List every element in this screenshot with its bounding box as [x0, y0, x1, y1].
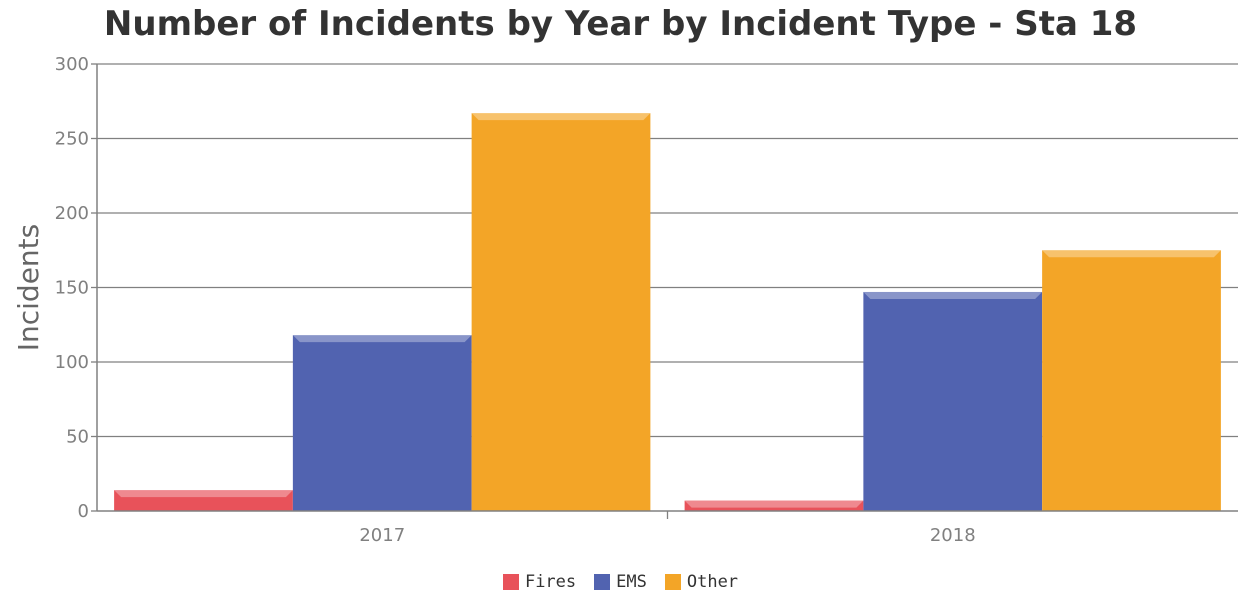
bar-bevel — [684, 500, 864, 508]
bar-ems-2018 — [863, 291, 1043, 511]
legend-item-fires[interactable]: Fires — [502, 572, 577, 592]
bar-layer — [114, 113, 1221, 512]
chart-title: Number of Incidents by Year by Incident … — [103, 4, 1138, 44]
grid-layer — [97, 63, 1238, 438]
bar-bevel — [292, 335, 472, 343]
y-tick-label: 150 — [55, 278, 89, 299]
y-tick-label: 250 — [55, 129, 89, 150]
bar-other-2017 — [471, 113, 651, 512]
bar-other-2018 — [1042, 250, 1221, 511]
bar-bevel — [114, 490, 293, 498]
legend-label: Fires — [524, 572, 577, 592]
x-tick-label: 2018 — [930, 525, 976, 546]
bar-fires-2017 — [114, 490, 293, 511]
x-tick-label: 2017 — [359, 525, 405, 546]
legend-label: EMS — [616, 572, 647, 592]
legend-item-other[interactable]: Other — [664, 572, 739, 592]
bar-bevel — [863, 291, 1043, 299]
legend-label: Other — [686, 572, 739, 592]
legend-item-ems[interactable]: EMS — [594, 572, 647, 592]
legend: Fires EMS Other — [0, 572, 1241, 592]
bar-fires-2018 — [684, 500, 864, 511]
y-tick-label: 200 — [55, 203, 89, 224]
legend-swatch — [594, 574, 611, 590]
y-tick-label: 50 — [66, 427, 89, 448]
y-tick-label: 0 — [78, 501, 89, 522]
y-tick-label: 300 — [55, 54, 89, 75]
bar-bevel — [1042, 250, 1221, 258]
y-tick-label: 100 — [55, 352, 89, 373]
axis-layer: 0 50 100 150 200 250 300 2017 2018 — [55, 54, 1238, 546]
y-axis-title: Incidents — [12, 224, 45, 352]
bar-ems-2017 — [292, 335, 472, 511]
legend-swatch — [664, 574, 681, 590]
bar-bevel — [471, 113, 651, 121]
legend-swatch — [502, 574, 519, 590]
